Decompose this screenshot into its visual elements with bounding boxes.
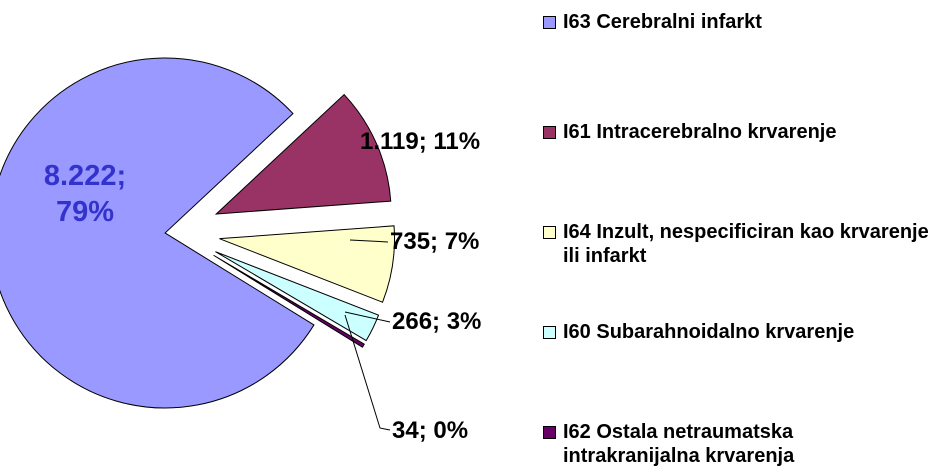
pie-slice [213,254,365,348]
legend-label: I64 Inzult, nespecificiran kao krvarenje… [563,221,929,267]
legend-label: I61 Intracerebralno krvarenje [563,121,837,143]
legend-item: I64 Inzult, nespecificiran kao krvarenje… [543,220,933,268]
leader-line [349,239,389,243]
leader-line [344,314,391,431]
data-label: 8.222; 79% [43,160,127,228]
leader-line [344,311,391,323]
data-label: 34; 0% [392,417,469,444]
pie-slice [215,251,380,342]
legend-swatch [543,226,556,239]
legend-swatch [543,126,556,139]
legend-swatch [543,16,556,29]
legend-swatch [543,426,556,439]
legend-item: I60 Subarahnoidalno krvarenje [543,320,933,344]
data-label: 1.119; 11% [360,128,481,155]
data-label: 735; 7% [390,228,480,255]
data-label: 266; 3% [392,308,482,335]
legend-label: I62 Ostala netraumatska intrakranijalna … [563,421,795,467]
legend-label: I63 Cerebralni infarkt [563,11,762,33]
pie-slice [219,225,395,303]
pie-slice [0,57,315,409]
legend-item: I61 Intracerebralno krvarenje [543,120,933,144]
legend-swatch [543,326,556,339]
legend-label: I60 Subarahnoidalno krvarenje [563,321,855,343]
pie-slice [214,93,392,215]
legend-item: I62 Ostala netraumatska intrakranijalna … [543,420,933,468]
legend-item: I63 Cerebralni infarkt [543,10,933,34]
